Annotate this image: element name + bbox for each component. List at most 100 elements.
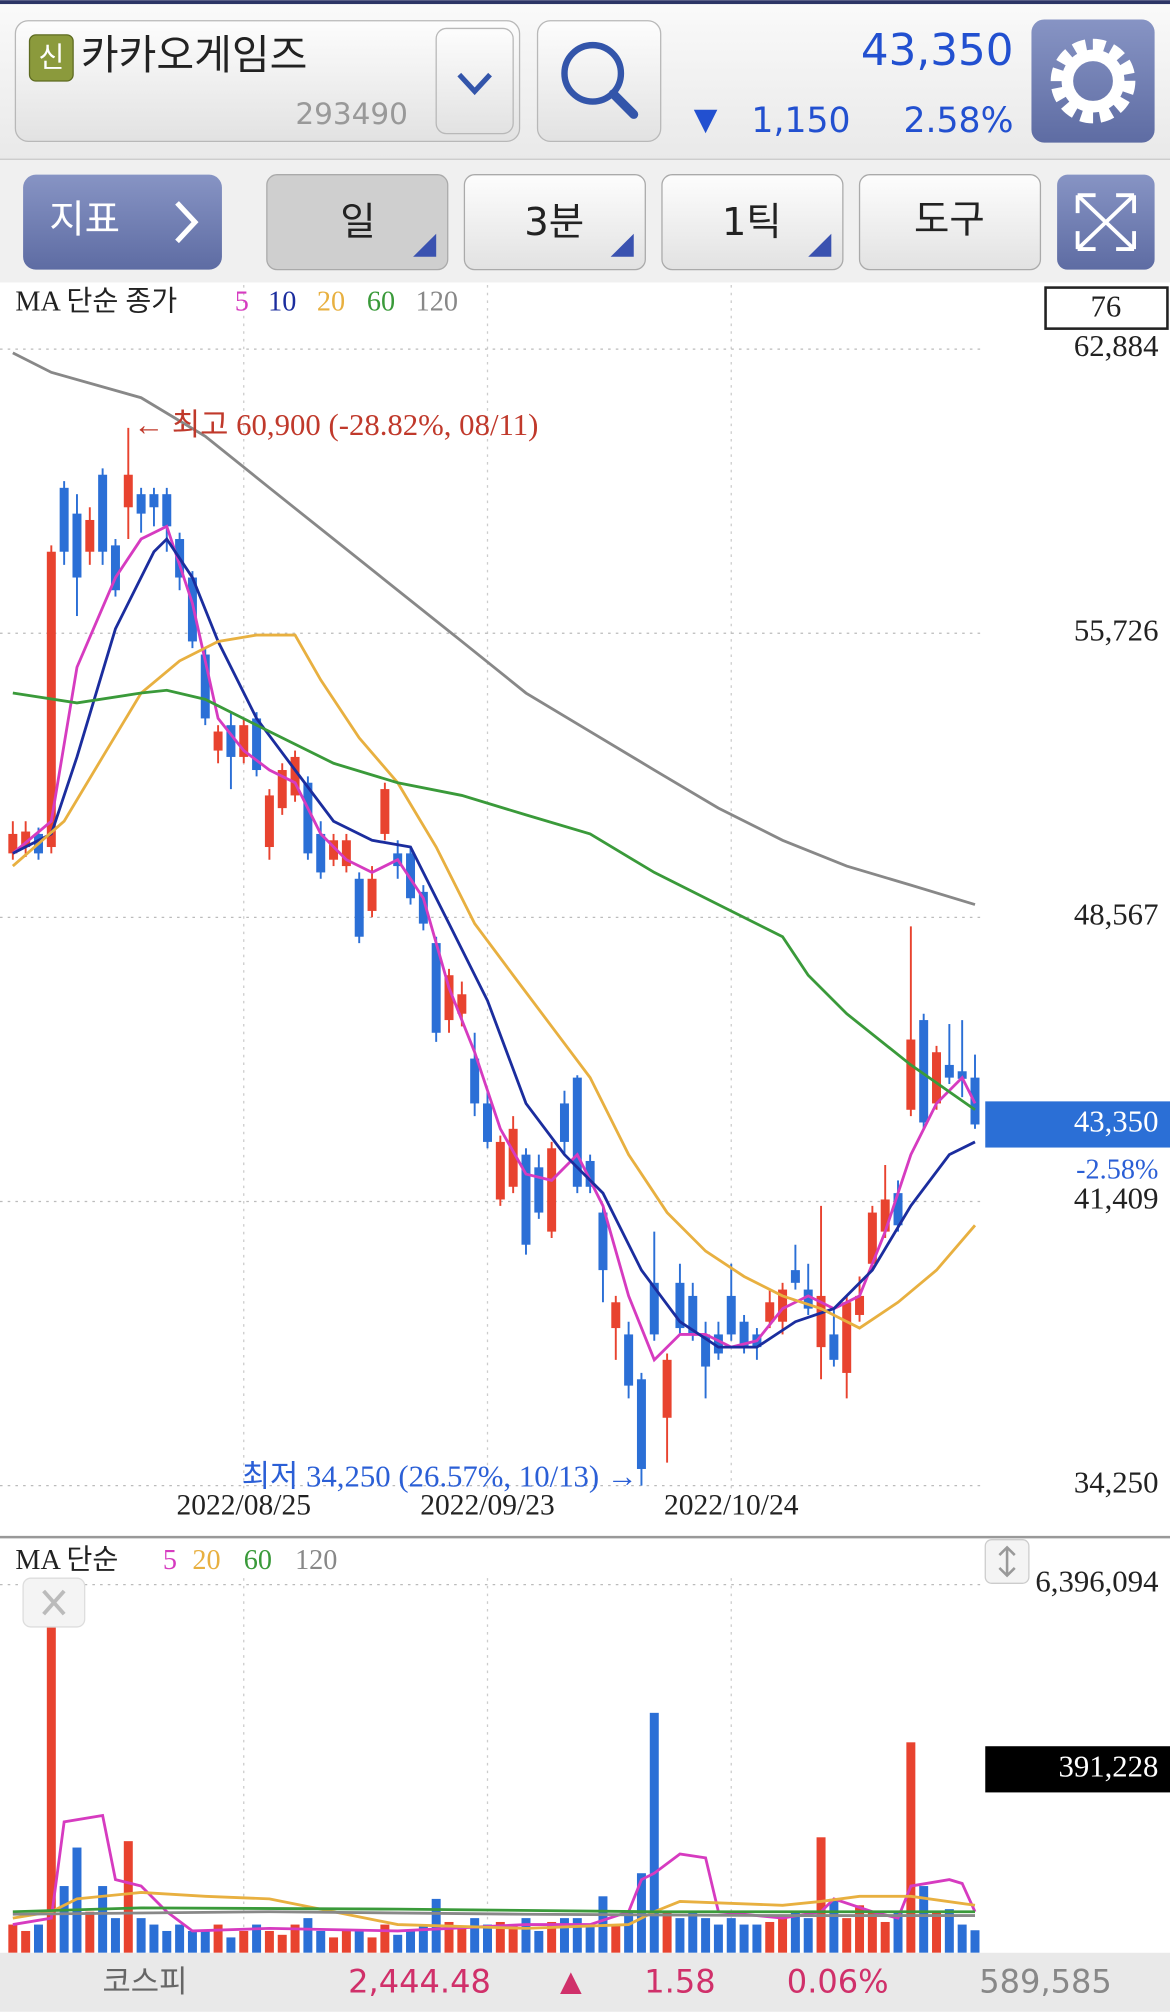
candle-body	[354, 878, 364, 937]
tick-button[interactable]	[661, 174, 844, 271]
ma-line	[12, 536, 976, 1349]
candle-body	[778, 1289, 788, 1322]
ma-line	[12, 1906, 975, 1914]
search-button[interactable]	[536, 20, 662, 142]
volume-bar	[906, 1742, 916, 1953]
volume-bar	[444, 1921, 454, 1953]
candle-body	[624, 1334, 634, 1386]
volume-bar	[316, 1930, 326, 1953]
candle-body	[880, 1199, 890, 1232]
index-change: 1.58	[644, 1963, 715, 2001]
volume-bar	[585, 1924, 595, 1953]
chevron	[175, 201, 199, 244]
candle-body	[572, 1077, 582, 1187]
last-change: -2.58%	[1076, 1154, 1158, 1185]
candle-body	[932, 1052, 942, 1104]
volume-bar	[264, 1930, 274, 1953]
volume-bar	[175, 1924, 185, 1953]
candle-body	[842, 1302, 852, 1373]
ma-line	[11, 633, 977, 1330]
candle-body	[457, 994, 467, 1014]
volume-bar	[85, 1911, 95, 1953]
candle-body	[162, 494, 172, 527]
volume-bar	[59, 1886, 69, 1953]
candle-body	[688, 1295, 698, 1335]
index-name: 코스피	[103, 1964, 188, 2000]
candle-body	[855, 1295, 865, 1315]
gear-icon	[1061, 49, 1125, 113]
candle-body	[200, 654, 210, 719]
stock-box[interactable]	[14, 20, 521, 142]
settings-button[interactable]	[1031, 19, 1155, 143]
volume-bar	[8, 1924, 18, 1953]
ma-line	[11, 524, 977, 1363]
candle-body	[816, 1295, 826, 1348]
volume-bar	[226, 1937, 236, 1953]
x-tick-label: 2022/09/23	[420, 1489, 554, 1521]
period-label: 일	[340, 200, 375, 245]
candle-body	[534, 1167, 544, 1213]
indicator-button[interactable]	[23, 174, 222, 270]
volume-bar	[726, 1918, 736, 1953]
candle-body	[906, 1039, 916, 1110]
tools-label: 도구	[914, 198, 985, 243]
legend-entry: 5	[163, 1545, 177, 1576]
x-tick-label: 2022/08/25	[177, 1489, 311, 1521]
volume-bar	[21, 1930, 31, 1953]
volume-bar	[123, 1841, 133, 1953]
y-tick-label: 48,567	[1074, 897, 1159, 931]
volume-bar	[380, 1924, 390, 1953]
volume-bar	[829, 1898, 839, 1953]
volume-bar	[867, 1911, 877, 1953]
dropdown-button[interactable]	[435, 27, 514, 135]
volume-bar	[713, 1924, 723, 1953]
candle-body	[85, 519, 95, 552]
candle-body	[547, 1148, 557, 1232]
volume-bar	[803, 1918, 813, 1953]
volume-bar	[162, 1930, 172, 1953]
search-icon	[561, 41, 625, 105]
volume-bar	[855, 1905, 865, 1953]
volume-bar	[675, 1918, 685, 1953]
candle-body	[252, 718, 262, 771]
candle-body	[585, 1160, 595, 1187]
volume-bar	[33, 1924, 43, 1953]
candle-body	[790, 1270, 800, 1283]
candle-body	[598, 1212, 608, 1271]
charts: 2022/08/25 2022/09/23 2022/10/24 62,884 55,7…	[0, 285, 1170, 1953]
period-button[interactable]	[266, 174, 449, 271]
volume-bar	[136, 1918, 146, 1953]
corner-mark	[610, 233, 634, 257]
volume-bar	[534, 1930, 544, 1953]
price: 43,350	[861, 26, 1014, 76]
volume-bar	[919, 1886, 929, 1953]
candle-body	[867, 1212, 877, 1264]
candle-body	[123, 474, 133, 508]
minute-button[interactable]	[463, 174, 646, 271]
current-volume-tag	[985, 1746, 1170, 1793]
candle-body	[380, 789, 390, 834]
volume-bar	[508, 1924, 518, 1953]
stock-name: 카카오게임즈	[81, 31, 308, 79]
candle-body	[367, 878, 377, 911]
badge	[28, 34, 74, 82]
candle-body	[316, 833, 326, 873]
legend-entry: 120	[295, 1545, 337, 1576]
legend-title: MA 단순 종가	[15, 286, 177, 318]
volume-bar	[701, 1918, 711, 1953]
candle-body	[649, 1282, 659, 1335]
tools-button[interactable]	[858, 174, 1042, 271]
indicator-label: 지표	[49, 198, 120, 243]
legend-entry: 60	[244, 1545, 272, 1576]
index-change-pct: 0.06%	[787, 1963, 889, 2001]
y-tick-label: 6,396,094	[1035, 1565, 1158, 1599]
close-icon	[42, 1589, 66, 1616]
volume-bar	[149, 1924, 159, 1953]
candle-body	[636, 1379, 646, 1469]
index-value: 2,444.48	[348, 1963, 491, 2001]
volume-bar	[393, 1934, 403, 1953]
candle-body	[59, 487, 69, 552]
candle-body	[239, 725, 249, 757]
